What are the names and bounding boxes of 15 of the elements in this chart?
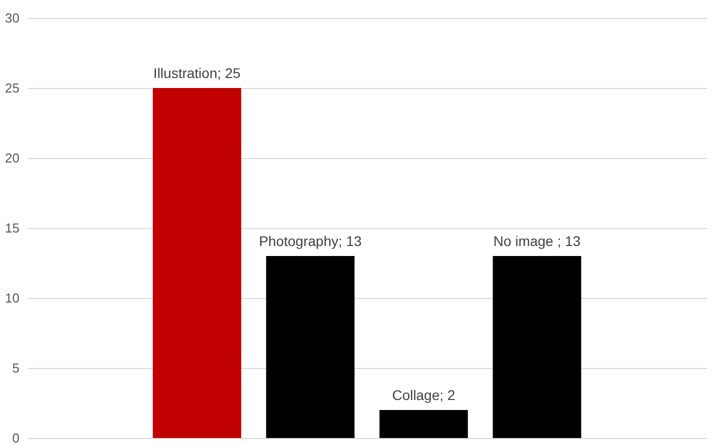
y-tick-label: 20 xyxy=(5,150,20,166)
data-label: No image ; 13 xyxy=(493,233,581,249)
data-label: Photography; 13 xyxy=(258,233,362,249)
data-label: Collage; 2 xyxy=(392,387,456,403)
bar xyxy=(266,256,355,438)
data-label: Illustration; 25 xyxy=(153,65,241,81)
y-tick-label: 10 xyxy=(5,290,20,306)
y-tick-label: 30 xyxy=(5,10,20,26)
bar xyxy=(492,256,582,438)
y-tick-label: 25 xyxy=(5,80,20,96)
bar xyxy=(379,410,468,438)
y-tick-label: 0 xyxy=(12,430,20,445)
bar xyxy=(152,88,242,438)
y-tick-label: 5 xyxy=(12,360,20,376)
y-tick-label: 15 xyxy=(5,220,20,236)
